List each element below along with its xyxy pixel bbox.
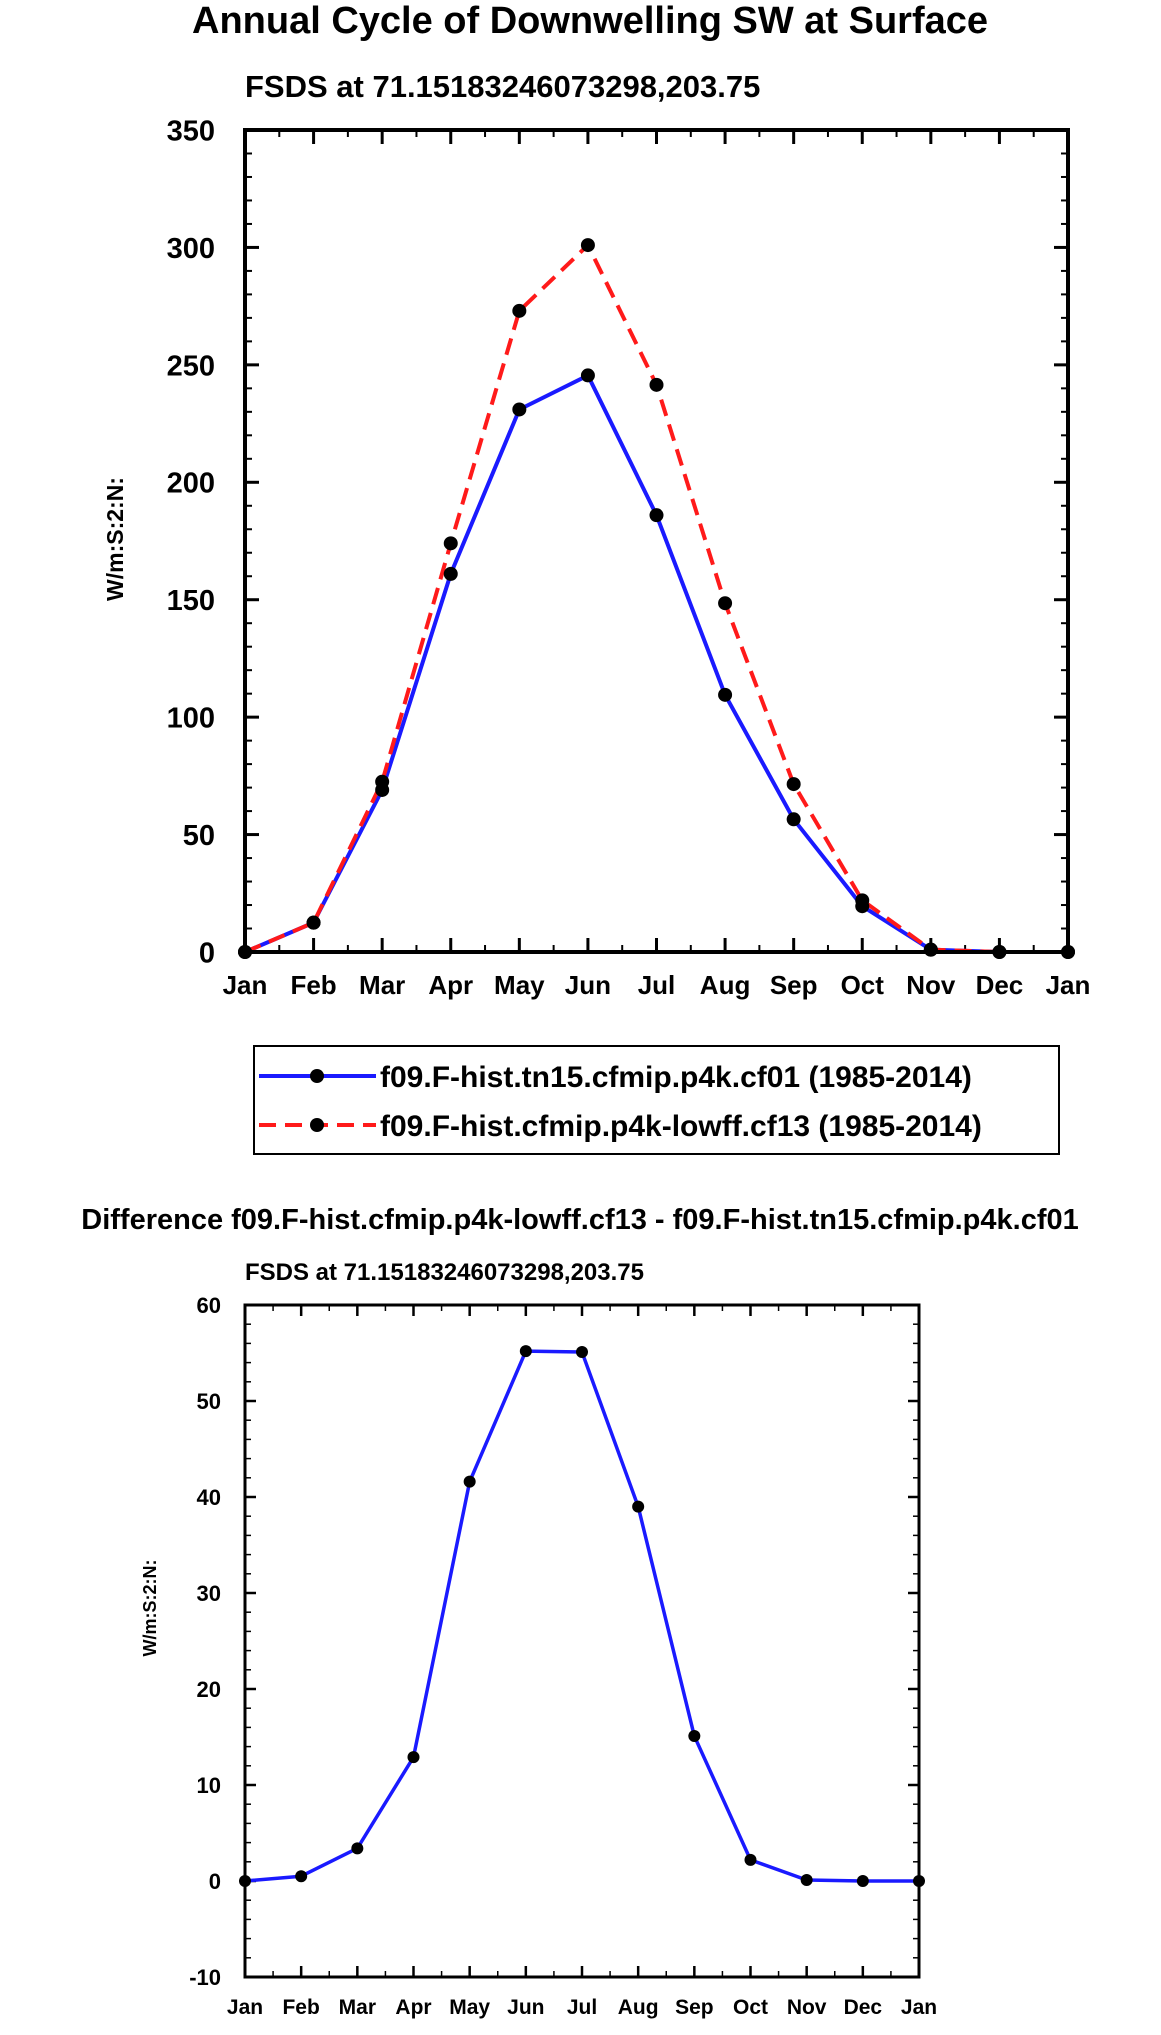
y-tick-label: 10 — [197, 1773, 221, 1798]
x-tick-label: Dec — [844, 1996, 883, 2019]
y-tick-label: -10 — [189, 1965, 221, 1990]
series-0-point — [512, 402, 527, 417]
y-tick-label: 200 — [167, 468, 215, 500]
x-tick-label: Oct — [733, 1996, 768, 2019]
series-0-point — [688, 1730, 701, 1743]
chart1-series — [238, 238, 1075, 959]
y-tick-label: 150 — [167, 585, 215, 617]
series-1-point — [512, 303, 527, 318]
y-tick-label: 0 — [199, 937, 215, 969]
annual-cycle-chart: Annual Cycle of Downwelling SW at Surfac… — [102, 0, 1090, 1000]
chart1-subtitle: FSDS at 71.15183246073298,203.75 — [245, 69, 760, 104]
x-tick-label: Feb — [282, 1996, 319, 2019]
series-1-point — [443, 536, 458, 551]
series-0-point — [443, 566, 458, 581]
x-tick-label: Oct — [841, 970, 885, 1000]
chart1-title: Annual Cycle of Downwelling SW at Surfac… — [192, 0, 988, 42]
chart2-plot-frame — [243, 1303, 921, 1979]
x-tick-label: Dec — [976, 970, 1024, 1000]
chart2-title: Difference f09.F-hist.cfmip.p4k-lowff.cf… — [81, 1204, 1079, 1236]
y-tick-label: 20 — [197, 1677, 221, 1702]
series-1-point — [306, 915, 321, 930]
chart2-ylabel: W/m:S:2:N: — [140, 1560, 160, 1657]
series-line-1 — [244, 243, 1068, 954]
series-0-point — [407, 1751, 420, 1764]
x-tick-label: Aug — [700, 970, 751, 1000]
x-tick-label: Mar — [359, 970, 405, 1000]
series-0-point — [649, 508, 664, 523]
series-0-point — [786, 812, 801, 827]
series-1-point — [649, 377, 664, 392]
y-tick-label: 250 — [167, 350, 215, 382]
x-tick-label: Sep — [675, 1996, 714, 2019]
x-tick-label: Nov — [787, 1996, 827, 2019]
chart2-subtitle: FSDS at 71.15183246073298,203.75 — [245, 1259, 644, 1286]
y-tick-label: 0 — [209, 1869, 221, 1894]
x-tick-label: Aug — [618, 1996, 659, 2019]
series-0-point — [800, 1874, 813, 1887]
series-1-point — [580, 238, 595, 253]
x-tick-label: Jul — [567, 1996, 597, 2019]
x-tick-label: Jan — [1046, 970, 1091, 1000]
series-0-point — [632, 1500, 645, 1513]
legend-label-cf13: f09.F-hist.cfmip.p4k-lowff.cf13 (1985-20… — [380, 1110, 982, 1143]
x-tick-label: Jun — [565, 970, 611, 1000]
series-0-point — [463, 1475, 476, 1488]
y-tick-label: 300 — [167, 233, 215, 265]
series-0-point — [718, 687, 733, 702]
x-tick-label: Jun — [507, 1996, 544, 2019]
series-0-point — [856, 1875, 869, 1887]
chart1-plot-frame — [243, 128, 1070, 954]
y-tick-label: 40 — [197, 1485, 221, 1510]
series-0-point — [519, 1345, 532, 1358]
series-0-point — [351, 1842, 364, 1855]
series-0-point — [580, 368, 595, 383]
series-line-0 — [244, 373, 1068, 954]
x-tick-label: Jul — [638, 970, 676, 1000]
legend-label-cf01: f09.F-hist.tn15.cfmip.p4k.cf01 (1985-201… — [380, 1061, 972, 1094]
series-1-point — [718, 596, 733, 611]
chart1-ylabel: W/m:S:2:N: — [102, 477, 128, 601]
x-tick-label: Jan — [223, 970, 268, 1000]
x-tick-label: Sep — [770, 970, 818, 1000]
y-tick-label: 100 — [167, 703, 215, 735]
series-0-point — [295, 1870, 308, 1883]
series-0-point — [744, 1853, 757, 1866]
series-0-point — [576, 1346, 588, 1359]
series-1-point — [375, 774, 390, 789]
difference-chart: Difference f09.F-hist.cfmip.p4k-lowff.cf… — [81, 1204, 1079, 2019]
x-tick-label: May — [494, 970, 545, 1000]
x-tick-label: May — [449, 1996, 490, 2019]
series-1-point — [786, 777, 801, 792]
chart2-ticks: Jan Feb Mar Apr May Jun Jul Aug Sep Oct Nov Dec Jan-… — [189, 1293, 937, 2019]
series-line-0 — [244, 1349, 919, 1883]
y-tick-label: 60 — [197, 1293, 221, 1318]
legend-box — [253, 1045, 1060, 1155]
x-tick-label: Nov — [906, 970, 956, 1000]
x-tick-label: Apr — [428, 970, 473, 1000]
x-tick-label: Apr — [395, 1996, 431, 2019]
chart2-series — [239, 1345, 925, 1887]
chart1-ticks: Jan Feb Mar Apr May Jun Jul Aug Sep Oct Nov Dec Jan 0… — [167, 115, 1091, 1000]
y-tick-label: 350 — [167, 115, 215, 147]
legend: f09.F-hist.tn15.cfmip.p4k.cf01 (1985-201… — [253, 1045, 1060, 1155]
legend-marker-cf01 — [310, 1069, 324, 1083]
y-tick-label: 50 — [197, 1389, 221, 1414]
x-tick-label: Jan — [227, 1996, 263, 2019]
x-tick-label: Mar — [339, 1996, 376, 2019]
y-tick-label: 50 — [183, 820, 215, 852]
x-tick-label: Jan — [901, 1996, 937, 2019]
y-tick-label: 30 — [197, 1581, 221, 1606]
series-1-point — [855, 893, 870, 908]
x-tick-label: Feb — [290, 970, 336, 1000]
legend-marker-cf13 — [310, 1118, 324, 1132]
series-1-point — [923, 942, 938, 957]
